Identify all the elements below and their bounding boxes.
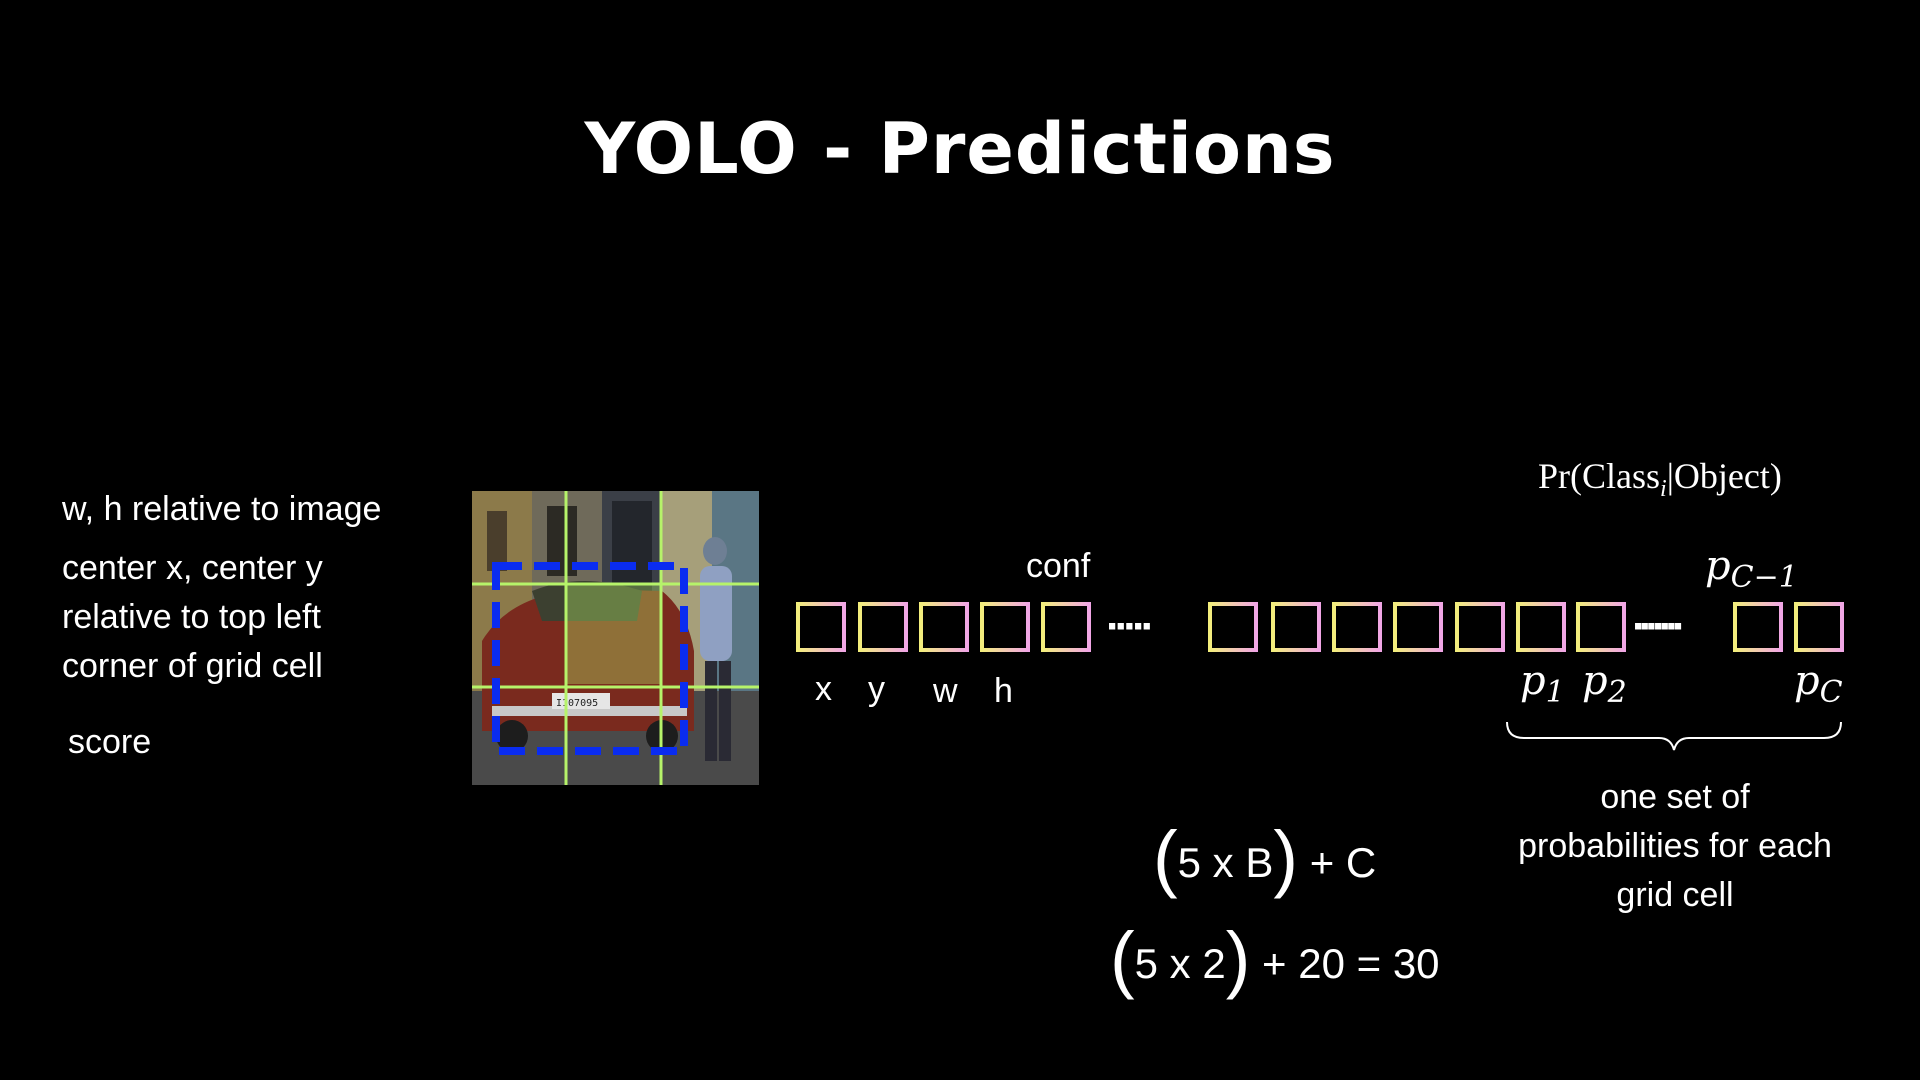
- label-pc-minus-1: pC−1: [1705, 543, 1798, 595]
- vector-cell: [858, 602, 908, 652]
- label-p1: p1: [1520, 658, 1565, 710]
- person-head: [703, 537, 727, 565]
- vector-cell: [1794, 602, 1844, 652]
- note-score: score: [68, 723, 152, 761]
- example-size-formula: (5 x 2) + 20 = 30: [1110, 917, 1440, 1000]
- svg-text:I107095: I107095: [556, 698, 598, 709]
- car-photo-grid-illustration: I107095: [472, 491, 759, 785]
- vector-cell: [1516, 602, 1566, 652]
- class-probabilities-brace: [1506, 721, 1842, 751]
- note-center-3: corner of grid cell: [62, 647, 323, 685]
- label-p2: p2: [1582, 658, 1627, 710]
- vector-cell: [1733, 602, 1783, 652]
- note-center-2: relative to top left: [62, 598, 321, 636]
- responsible-grid-cell: [566, 584, 661, 684]
- vector-cell: [1455, 602, 1505, 652]
- vector-cell: [1271, 602, 1321, 652]
- label-x: x: [815, 670, 832, 708]
- vector-cell: [1393, 602, 1443, 652]
- label-h: h: [994, 672, 1013, 710]
- car-bumper: [492, 706, 687, 716]
- note-wh: w, h relative to image: [62, 490, 382, 528]
- class-probability-formula: Pr(Classi|Object): [1538, 456, 1782, 503]
- vector-cell: [1332, 602, 1382, 652]
- brace-caption: one set of probabilities for each grid c…: [1518, 778, 1832, 914]
- bounding-box: [492, 562, 688, 755]
- label-conf: conf: [1026, 547, 1091, 585]
- label-y: y: [868, 670, 885, 708]
- ellipsis-1: ·····: [1106, 602, 1155, 651]
- note-center-1: center x, center y: [62, 549, 323, 587]
- grid-lines: [472, 491, 759, 785]
- label-w: w: [933, 672, 958, 710]
- person-body: [700, 566, 732, 661]
- vector-cell: [919, 602, 969, 652]
- vector-cell: [1041, 602, 1091, 652]
- label-pc: pC: [1794, 658, 1843, 710]
- vector-cell: [980, 602, 1030, 652]
- prediction-vector: [796, 602, 1844, 652]
- car-body: [482, 589, 694, 731]
- vector-cell: [1208, 602, 1258, 652]
- general-size-formula: (5 x B) + C: [1153, 816, 1377, 899]
- vector-cell: [796, 602, 846, 652]
- ellipsis-2: ·······: [1632, 602, 1687, 651]
- slide-title: YOLO - Predictions: [584, 108, 1336, 190]
- vector-cell: [1576, 602, 1626, 652]
